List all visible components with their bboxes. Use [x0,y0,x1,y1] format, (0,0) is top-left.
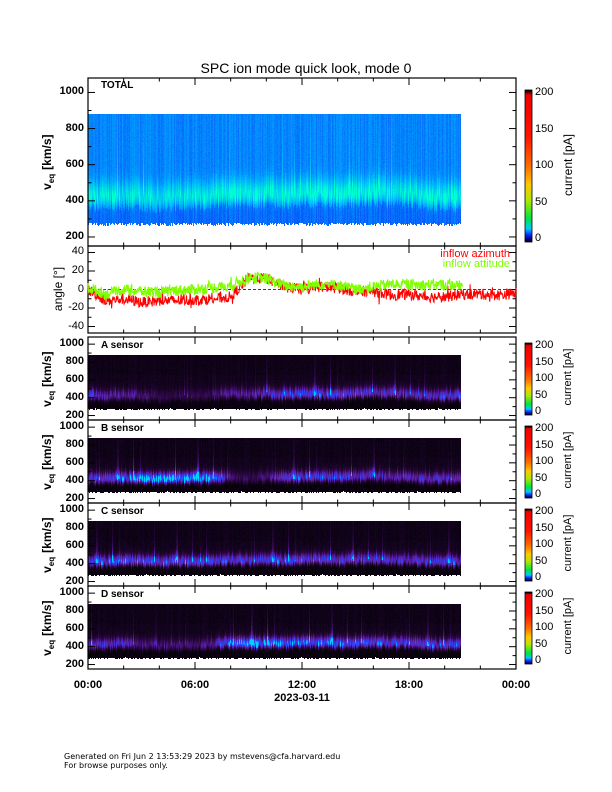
D-panel-tag: D sensor [100,589,145,600]
A-colorbar-tick-label: 0 [535,405,542,417]
C-colorbar [525,509,532,581]
B-colorbar-tick-label: 200 [535,422,554,434]
D-colorbar-frame [524,591,533,665]
B-colorbar-frame [524,425,533,499]
legend-inflow-azimuth: inflow azimuth [440,248,510,260]
total-colorbar-tick-label: 150 [535,122,554,135]
A-ytick-label: 1000 [59,337,84,350]
A-colorbar-tick-label: 200 [535,339,554,351]
A-colorbar-tick-label: 100 [535,372,554,384]
total-colorbar-tick-label: 200 [535,86,554,98]
D-ytick-label: 200 [65,657,84,670]
total-ytick-label: 600 [65,157,84,170]
series-inflow-attitude [87,271,464,301]
x-tick-label: 18:00 [394,679,424,691]
C-spectrogram [88,503,516,586]
C-colorbar-tick-label: 100 [535,538,554,550]
total-colorbar-tick-label: 0 [535,232,542,244]
angle-ytick-label: 20 [71,263,84,276]
C-ytick-label: 600 [65,538,84,551]
D-ytick-label: 600 [65,621,84,634]
footer-note: For browse purposes only. [64,761,168,770]
A-frame [87,336,517,421]
D-colorbar-tick-label: 200 [535,588,554,600]
B-colorbar-tick-label: 100 [535,455,554,467]
angle-ytick-label: -40 [68,319,84,332]
B-ytick-label: 200 [65,491,84,504]
B-ytick-label: 800 [65,437,84,450]
figure-title: SPC ion mode quick look, mode 0 [200,60,412,76]
total-spectrogram [88,78,516,246]
D-ytick-label: 1000 [59,586,84,599]
total-colorbar [525,90,532,242]
D-colorbar [525,592,532,664]
x-tick-label: 12:00 [287,679,317,691]
footer-generated: Generated on Fri Jun 2 13:53:29 2023 by … [64,752,341,761]
C-panel-tag: C sensor [100,506,145,517]
D-ytick-label: 800 [65,603,84,616]
A-colorbar-tick-label: 150 [535,355,554,368]
A-colorbar [525,343,532,415]
A-ytick-label: 400 [65,390,84,403]
C-colorbar-tick-label: 200 [535,505,554,517]
A-panel-tag: A sensor [100,340,145,351]
angle-ytick-label: -20 [68,301,84,313]
D-colorbar-tick-label: 100 [535,621,554,633]
A-ytick-label: 200 [65,408,84,421]
C-ytick-label: 400 [65,556,84,569]
A-spectrogram [88,337,516,420]
angle-ytick-label: 40 [71,245,84,258]
B-colorbar-tick-label: 50 [535,471,548,484]
B-colorbar-tick-label: 150 [535,438,554,451]
B-panel-tag: B sensor [100,423,145,434]
C-ytick-label: 200 [65,574,84,587]
x-tick-label: 00:00 [73,679,103,691]
total-ytick-label: 200 [65,229,84,242]
B-frame [87,419,517,504]
B-spectrogram [88,420,516,503]
A-ytick-label: 600 [65,372,84,385]
D-frame [87,585,517,670]
total-frame [87,77,517,247]
B-ytick-label: 1000 [59,420,84,433]
D-ytick-label: 400 [65,639,84,652]
angle-ytick-label: 0 [77,282,84,295]
C-frame [87,502,517,587]
B-ytick-label: 400 [65,473,84,486]
A-colorbar-tick-label: 50 [535,388,548,401]
total-ytick-label: 400 [65,193,84,206]
total-panel-tag: TOTAL [101,80,134,91]
total-ytick-label: 800 [65,121,84,134]
total-colorbar-frame [524,89,533,243]
C-colorbar-tick-label: 150 [535,521,554,534]
C-colorbar-tick-label: 0 [535,571,542,583]
B-ytick-label: 600 [65,455,84,468]
C-ytick-label: 1000 [59,503,84,516]
B-colorbar-tick-label: 0 [535,488,542,500]
legend-inflow-attitude: inflow attitude [442,258,510,270]
C-ytick-label: 800 [65,520,84,533]
x-tick-label: 06:00 [180,679,210,691]
total-ytick-label: 1000 [59,85,84,98]
D-colorbar-tick-label: 0 [535,654,542,666]
x-axis-date-label: 2023-03-11 [274,692,330,704]
A-colorbar-frame [524,342,533,416]
D-colorbar-tick-label: 150 [535,604,554,617]
total-colorbar-tick-label: 50 [535,195,548,208]
D-colorbar-tick-label: 50 [535,637,548,650]
D-spectrogram [88,586,516,669]
A-ytick-label: 800 [65,354,84,367]
total-colorbar-tick-label: 100 [535,159,554,171]
x-tick-label: 00:00 [501,679,531,691]
C-colorbar-tick-label: 50 [535,554,548,567]
B-colorbar [525,426,532,498]
C-colorbar-frame [524,508,533,582]
